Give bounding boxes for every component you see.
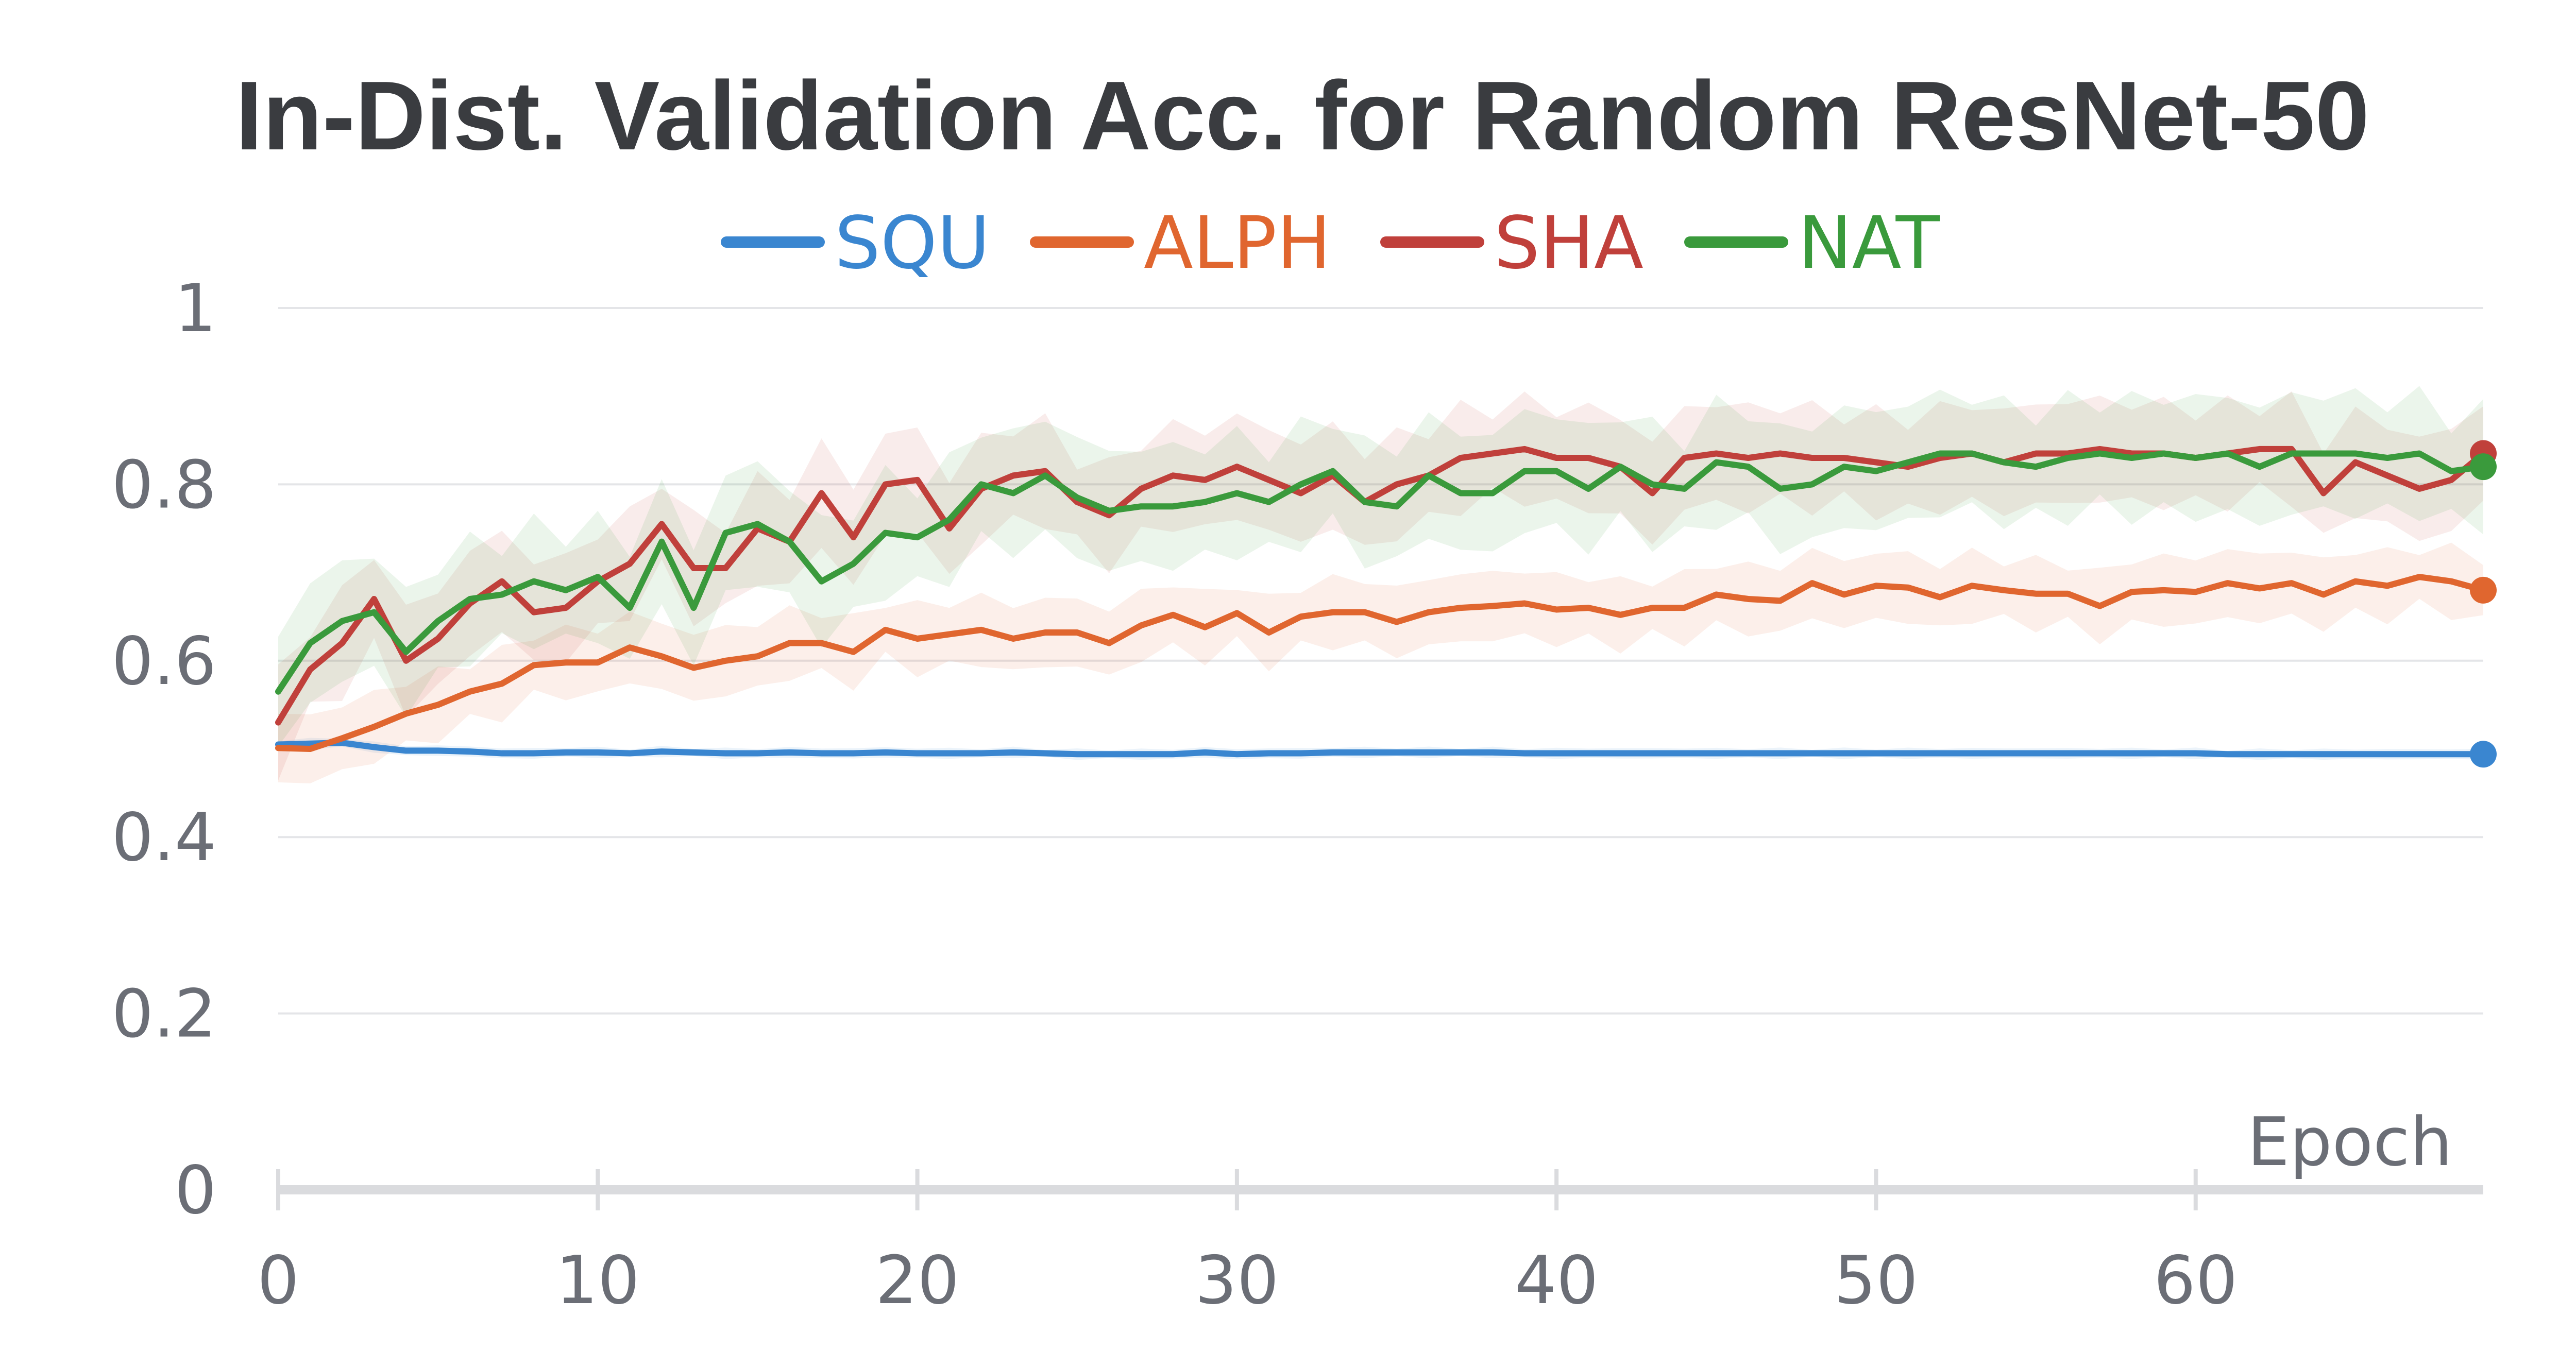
y-tick-label: 0.8 — [111, 447, 216, 523]
x-axis: 0 10 20 30 40 50 60 — [257, 1169, 2483, 1319]
series-endpoint-squ — [2470, 741, 2497, 768]
x-tick-label: 40 — [1515, 1242, 1599, 1319]
x-tick-label: 50 — [1834, 1242, 1918, 1319]
y-tick-label: 0.2 — [111, 976, 216, 1053]
y-tick-label: 0.6 — [111, 623, 216, 700]
series-line-sha — [275, 446, 2486, 726]
legend-label-nat: NAT — [1798, 201, 1940, 285]
x-tick-label: 60 — [2154, 1242, 2238, 1319]
y-axis: 0 0.2 0.4 0.6 0.8 1 — [111, 270, 216, 1229]
legend: SQU ALPH SHA NAT — [721, 201, 1940, 285]
legend-label-alph: ALPH — [1144, 201, 1331, 285]
y-tick-label: 1 — [175, 270, 216, 347]
band-nat — [278, 386, 2483, 747]
x-tick-label: 10 — [556, 1242, 640, 1319]
series-line-alph — [275, 574, 2486, 752]
x-axis-label: Epoch — [2247, 1103, 2452, 1181]
y-tick-label: 0.4 — [111, 799, 216, 876]
series-line-squ — [275, 740, 2486, 758]
legend-label-squ: SQU — [835, 201, 990, 285]
band-alph — [278, 542, 2483, 784]
gridlines — [278, 307, 2483, 1015]
chart-title: In-Dist. Validation Acc. for Random ResN… — [235, 61, 2369, 170]
x-tick-label: 20 — [875, 1242, 959, 1319]
legend-label-sha: SHA — [1494, 201, 1643, 285]
series-lines — [275, 440, 2497, 768]
y-tick-label: 0 — [175, 1152, 216, 1229]
x-tick-label: 0 — [257, 1242, 299, 1319]
x-tick-label: 30 — [1195, 1242, 1279, 1319]
series-endpoint-nat — [2470, 453, 2497, 481]
series-endpoint-alph — [2470, 576, 2497, 604]
band-sha — [278, 391, 2483, 781]
series-line-nat — [275, 450, 2486, 695]
